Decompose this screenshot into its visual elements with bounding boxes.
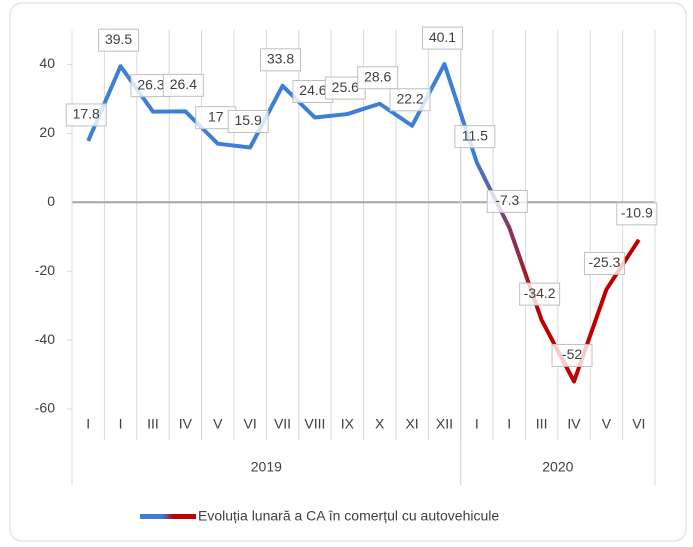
x-tick-label: I	[507, 416, 511, 432]
data-label: 15.9	[235, 112, 262, 128]
data-label: 22.2	[396, 90, 423, 106]
data-label-box	[551, 343, 593, 367]
data-label: 24.6	[299, 82, 326, 98]
data-label-box	[65, 103, 107, 127]
data-label: 33.8	[267, 51, 294, 67]
group-label: 2019	[251, 459, 282, 475]
x-tick-label: VIII	[304, 416, 325, 432]
x-tick-label: VII	[274, 416, 291, 432]
x-tick-label: I	[475, 416, 479, 432]
chart-frame	[9, 2, 687, 542]
line-series	[86, 62, 641, 384]
x-tick-label: V	[602, 416, 612, 432]
data-label-box	[583, 251, 625, 275]
data-label: 26.3	[137, 76, 164, 92]
x-tick-label: III	[536, 416, 548, 432]
data-label-box	[260, 48, 302, 72]
x-tick-label: XI	[405, 416, 418, 432]
y-tick-label: 40	[39, 55, 55, 71]
data-label: 39.5	[105, 31, 132, 47]
data-label: 28.6	[364, 68, 391, 84]
data-label: 25.6	[332, 79, 359, 95]
data-label-box	[486, 189, 528, 213]
x-tick-label: VI	[244, 416, 257, 432]
legend-label: Evoluția lunară a CA în comerțul cu auto…	[198, 508, 499, 524]
data-label: 17.8	[73, 106, 100, 122]
x-tick-label: VI	[632, 416, 645, 432]
data-label-box	[357, 66, 399, 90]
x-tick-label: IV	[567, 416, 581, 432]
data-label-box	[389, 88, 431, 112]
data-label: -10.9	[621, 205, 653, 221]
data-label-box	[421, 26, 463, 50]
x-tick-label: I	[119, 416, 123, 432]
y-tick-label: -40	[35, 331, 55, 347]
data-label: 17	[208, 108, 224, 124]
y-tick-label: -20	[35, 262, 55, 278]
legend-swatch	[140, 514, 196, 519]
data-label-box	[519, 282, 561, 306]
data-label: -34.2	[524, 285, 556, 301]
x-tick-label: IV	[179, 416, 193, 432]
x-tick-label: V	[213, 416, 223, 432]
data-label: 40.1	[429, 29, 456, 45]
y-tick-label: -60	[35, 400, 55, 416]
group-label: 2020	[542, 459, 573, 475]
data-label-box	[227, 109, 269, 133]
x-tick-label: I	[86, 416, 90, 432]
data-label: -7.3	[495, 192, 519, 208]
data-label-box	[616, 202, 658, 226]
data-label-box	[454, 125, 496, 149]
data-label: -25.3	[588, 254, 620, 270]
x-tick-label: IX	[341, 416, 355, 432]
data-label-box	[162, 73, 204, 97]
data-label-box	[98, 28, 140, 52]
x-tick-label: XII	[436, 416, 453, 432]
y-tick-label: 0	[47, 193, 55, 209]
x-tick-label: X	[375, 416, 385, 432]
data-label: -52	[562, 346, 582, 362]
x-tick-label: III	[147, 416, 159, 432]
y-tick-label: 20	[39, 124, 55, 140]
data-label: 11.5	[462, 127, 488, 143]
data-label: 26.4	[170, 76, 197, 92]
